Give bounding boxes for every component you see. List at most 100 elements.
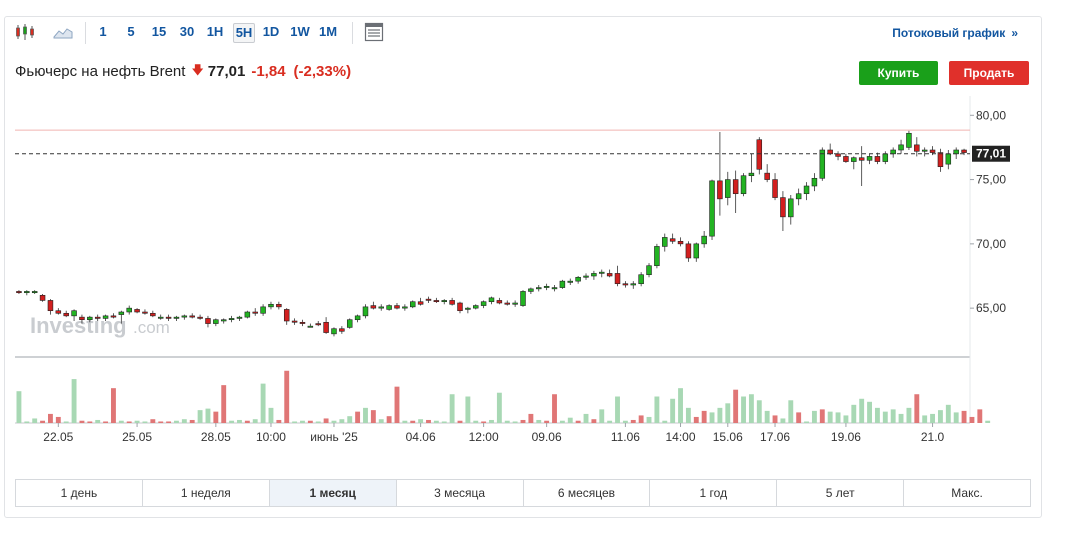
candle <box>882 151 889 165</box>
price-change: -1,84 <box>251 63 286 80</box>
period-1[interactable]: 1 <box>99 24 107 39</box>
volume-bar <box>244 420 250 423</box>
candle <box>197 314 203 320</box>
period-30[interactable]: 30 <box>179 24 195 39</box>
chart-settings-icon[interactable] <box>363 21 385 43</box>
candle-up-body <box>528 288 534 292</box>
volume-bar <box>851 404 857 423</box>
sell-button[interactable]: Продать <box>949 61 1029 85</box>
candle <box>914 137 920 157</box>
candle-down-body <box>433 300 440 303</box>
candle <box>299 319 306 327</box>
candle-down-body <box>47 300 54 312</box>
candle <box>638 272 644 287</box>
candle <box>803 182 810 201</box>
candle-up-body <box>788 198 794 218</box>
candle-down-body <box>142 311 148 314</box>
candle-up-body <box>898 144 904 151</box>
volume-bar <box>32 418 38 423</box>
volume-bar <box>725 403 731 423</box>
candle-up-body <box>583 275 589 278</box>
candle-down-body <box>496 300 503 304</box>
candle <box>725 171 731 206</box>
range-tab-7[interactable]: Макс. <box>951 486 983 500</box>
candle <box>244 310 251 319</box>
candle <box>740 173 747 197</box>
volume-bar <box>378 419 384 423</box>
volume-bar <box>859 398 865 423</box>
period-5[interactable]: 5 <box>127 24 135 39</box>
candle <box>488 296 495 305</box>
candle <box>339 326 345 334</box>
buy-button[interactable]: Купить <box>859 61 938 85</box>
candle <box>47 299 54 315</box>
candle-up-body <box>701 235 707 245</box>
volume-bar <box>630 419 636 423</box>
candle-up-body <box>126 307 132 313</box>
volume-bar <box>520 419 526 423</box>
range-tab-3[interactable]: 3 месяца <box>397 480 524 506</box>
candle <box>260 304 266 316</box>
period-15[interactable]: 15 <box>151 24 167 39</box>
candle-down-body <box>197 316 203 319</box>
candle-up-body <box>512 302 518 305</box>
candle <box>346 318 353 329</box>
candle <box>575 276 581 284</box>
period-5h[interactable]: 5H <box>233 23 255 43</box>
candle <box>126 305 132 315</box>
candle <box>764 164 770 183</box>
period-1m[interactable]: 1M <box>318 24 338 39</box>
volume-bar <box>433 420 439 423</box>
volume-bar <box>40 420 46 423</box>
volume-bar <box>685 407 691 423</box>
candle <box>55 308 62 315</box>
volume-bar <box>370 410 376 423</box>
volume-bar <box>24 421 30 423</box>
candle-up-body <box>819 149 826 179</box>
volume-bar <box>827 411 833 423</box>
range-tab-5[interactable]: 1 год <box>650 480 778 506</box>
price-chart[interactable]: Investing .com 77,01 80,00 75,00 70,00 65,0… <box>0 0 1066 470</box>
range-tab-1[interactable]: 1 неделя <box>143 480 270 506</box>
candle-up-body <box>228 318 235 321</box>
volume-bar <box>315 421 321 423</box>
candle-down-body <box>858 157 865 161</box>
candle-up-body <box>638 274 644 285</box>
period-1w[interactable]: 1W <box>290 24 310 39</box>
candle-up-body <box>346 319 353 328</box>
volume-bar <box>63 421 69 423</box>
volume-bar <box>646 416 652 423</box>
candle-up-body <box>244 311 251 318</box>
candle-down-body <box>276 303 282 308</box>
candle <box>961 148 967 156</box>
last-price: 77,01 <box>207 63 246 80</box>
y-tick-label: 80,00 <box>976 108 1006 122</box>
range-tab-0[interactable]: 1 день <box>16 480 143 506</box>
candle <box>496 297 503 305</box>
candle <box>504 300 510 306</box>
candle-down-body <box>394 305 400 309</box>
candle-up-body <box>906 132 912 148</box>
volume-bar <box>701 410 707 423</box>
volume-bar <box>126 421 132 423</box>
volume-bar <box>536 419 542 423</box>
volume-bar <box>796 412 802 423</box>
volume-bar <box>969 416 975 423</box>
candle-down-body <box>614 273 621 285</box>
area-chart-icon[interactable] <box>52 21 74 43</box>
volume-bar <box>134 420 140 423</box>
period-1h[interactable]: 1H <box>206 24 224 39</box>
range-tab-2[interactable]: 1 месяц <box>269 480 397 506</box>
stream-chart-link[interactable]: Потоковый график » <box>892 26 1018 40</box>
candle-down-body <box>315 323 321 326</box>
candlestick-icon[interactable] <box>14 21 36 43</box>
volume-bar <box>166 421 172 423</box>
range-tab-6[interactable]: 5 лет <box>777 480 905 506</box>
period-1d[interactable]: 1D <box>262 24 280 39</box>
volume-bar <box>670 398 676 423</box>
range-tab-4[interactable]: 6 месяцев <box>524 480 651 506</box>
candle-down-body <box>843 156 849 162</box>
candle <box>63 310 69 318</box>
candle <box>102 314 109 321</box>
volume-bar <box>890 409 896 423</box>
